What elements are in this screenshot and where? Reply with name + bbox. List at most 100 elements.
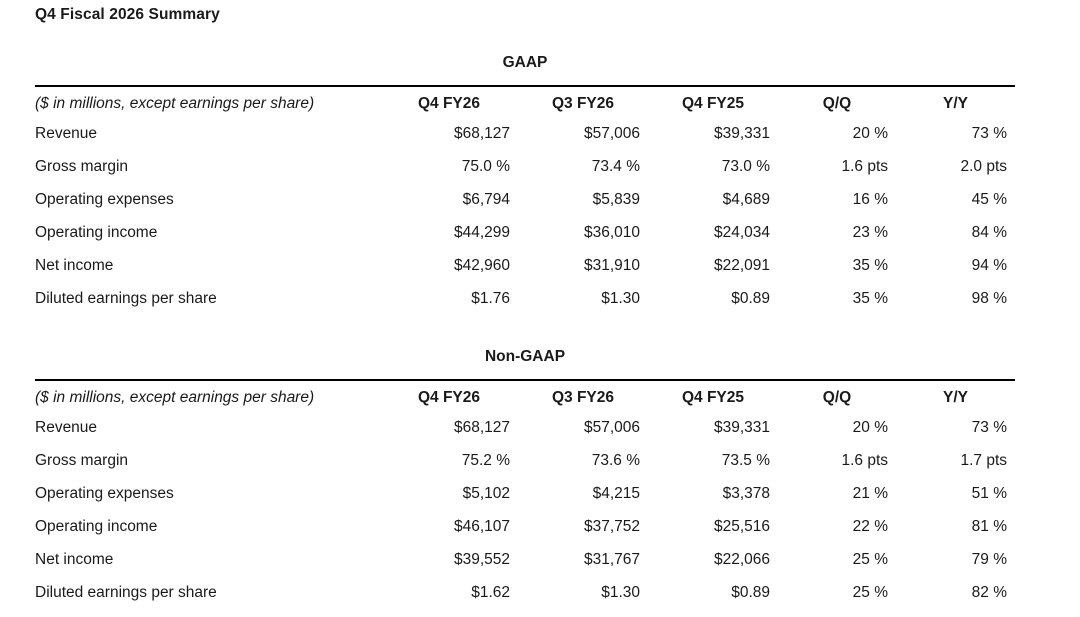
value-q4-fy25: $22,066: [713, 551, 770, 568]
non-gaap-header-row: ($ in millions, except earnings per shar…: [35, 380, 1015, 411]
column-header-qq: Q/Q: [822, 389, 852, 406]
value-q4-fy26: $39,552: [453, 551, 510, 568]
column-header-q4-fy25: Q4 FY25: [681, 95, 745, 112]
non-gaap-table: ($ in millions, except earnings per shar…: [35, 379, 1015, 609]
value-q3-fy26: $4,215: [592, 485, 640, 502]
non-gaap-section: Non-GAAP ($ in millions, except earnings…: [35, 348, 1015, 609]
metric-label: Diluted earnings per share: [35, 584, 217, 601]
gaap-header-row: ($ in millions, except earnings per shar…: [35, 86, 1015, 117]
value-q4-fy25: 73.5 %: [721, 452, 770, 469]
value-q4-fy26: $1.76: [471, 290, 510, 307]
value-qq-change: 20 %: [852, 419, 888, 436]
value-q3-fy26: 73.4 %: [591, 158, 640, 175]
value-yy-change: 51 %: [971, 485, 1007, 502]
value-q3-fy26: $1.30: [601, 584, 640, 601]
gaap-table-caption: GAAP: [502, 54, 548, 71]
table-row: Operating income $44,299 $36,010 $24,034…: [35, 216, 1015, 249]
table-row: Diluted earnings per share $1.76 $1.30 $…: [35, 282, 1015, 315]
table-row: Net income $39,552 $31,767 $22,066 25 % …: [35, 543, 1015, 576]
metric-label: Net income: [35, 551, 114, 568]
gaap-table: ($ in millions, except earnings per shar…: [35, 85, 1015, 315]
value-q3-fy26: 73.6 %: [591, 452, 640, 469]
table-row: Operating income $46,107 $37,752 $25,516…: [35, 510, 1015, 543]
table-row: Revenue $68,127 $57,006 $39,331 20 % 73 …: [35, 117, 1015, 150]
metric-label: Operating expenses: [35, 191, 174, 208]
value-qq-change: 25 %: [852, 551, 888, 568]
value-q4-fy26: $44,299: [453, 224, 510, 241]
value-yy-change: 1.7 pts: [960, 452, 1007, 469]
table-row: Revenue $68,127 $57,006 $39,331 20 % 73 …: [35, 411, 1015, 444]
metric-label: Gross margin: [35, 452, 129, 469]
column-header-qq: Q/Q: [822, 95, 852, 112]
value-yy-change: 73 %: [971, 419, 1007, 436]
table-row: Gross margin 75.2 % 73.6 % 73.5 % 1.6 pt…: [35, 444, 1015, 477]
value-qq-change: 25 %: [852, 584, 888, 601]
value-yy-change: 73 %: [971, 125, 1007, 142]
metric-label: Net income: [35, 257, 114, 274]
value-qq-change: 35 %: [852, 290, 888, 307]
value-q4-fy26: $46,107: [453, 518, 510, 535]
non-gaap-table-caption: Non-GAAP: [484, 348, 566, 365]
column-header-q4-fy25: Q4 FY25: [681, 389, 745, 406]
column-header-yy: Y/Y: [943, 389, 968, 406]
value-q4-fy25: $4,689: [722, 191, 770, 208]
value-q4-fy25: 73.0 %: [721, 158, 770, 175]
column-header-q4-fy26: Q4 FY26: [417, 95, 481, 112]
value-qq-change: 1.6 pts: [841, 452, 888, 469]
value-q3-fy26: $31,910: [583, 257, 640, 274]
unit-note: ($ in millions, except earnings per shar…: [35, 95, 315, 112]
value-q3-fy26: $36,010: [583, 224, 640, 241]
value-qq-change: 1.6 pts: [841, 158, 888, 175]
value-q4-fy26: $5,102: [462, 485, 510, 502]
value-q4-fy26: $68,127: [453, 125, 510, 142]
value-qq-change: 35 %: [852, 257, 888, 274]
value-yy-change: 98 %: [971, 290, 1007, 307]
gaap-section: GAAP ($ in millions, except earnings per…: [35, 54, 1015, 315]
value-qq-change: 21 %: [852, 485, 888, 502]
table-row: Operating expenses $6,794 $5,839 $4,689 …: [35, 183, 1015, 216]
metric-label: Operating income: [35, 518, 158, 535]
unit-note: ($ in millions, except earnings per shar…: [35, 389, 315, 406]
column-header-q3-fy26: Q3 FY26: [551, 389, 615, 406]
value-q4-fy25: $39,331: [713, 125, 770, 142]
column-header-yy: Y/Y: [943, 95, 968, 112]
value-yy-change: 79 %: [971, 551, 1007, 568]
value-qq-change: 16 %: [852, 191, 888, 208]
metric-label: Diluted earnings per share: [35, 290, 217, 307]
metric-label: Operating income: [35, 224, 158, 241]
value-q4-fy25: $25,516: [713, 518, 770, 535]
value-q4-fy26: $6,794: [462, 191, 510, 208]
value-q3-fy26: $57,006: [583, 419, 640, 436]
metric-label: Operating expenses: [35, 485, 174, 502]
value-q3-fy26: $5,839: [592, 191, 640, 208]
column-header-q3-fy26: Q3 FY26: [551, 95, 615, 112]
table-row: Operating expenses $5,102 $4,215 $3,378 …: [35, 477, 1015, 510]
value-q4-fy26: 75.2 %: [461, 452, 510, 469]
value-yy-change: 81 %: [971, 518, 1007, 535]
value-q3-fy26: $1.30: [601, 290, 640, 307]
value-q4-fy25: $24,034: [713, 224, 770, 241]
value-qq-change: 23 %: [852, 224, 888, 241]
value-q4-fy25: $0.89: [731, 290, 770, 307]
value-q4-fy26: $1.62: [471, 584, 510, 601]
value-yy-change: 2.0 pts: [960, 158, 1007, 175]
metric-label: Revenue: [35, 419, 98, 436]
value-qq-change: 22 %: [852, 518, 888, 535]
value-q4-fy26: 75.0 %: [461, 158, 510, 175]
column-header-q4-fy26: Q4 FY26: [417, 389, 481, 406]
value-yy-change: 84 %: [971, 224, 1007, 241]
metric-label: Revenue: [35, 125, 98, 142]
value-q4-fy26: $42,960: [453, 257, 510, 274]
value-yy-change: 45 %: [971, 191, 1007, 208]
value-q4-fy25: $22,091: [713, 257, 770, 274]
value-q4-fy25: $0.89: [731, 584, 770, 601]
value-q4-fy26: $68,127: [453, 419, 510, 436]
value-qq-change: 20 %: [852, 125, 888, 142]
table-row: Net income $42,960 $31,910 $22,091 35 % …: [35, 249, 1015, 282]
table-row: Gross margin 75.0 % 73.4 % 73.0 % 1.6 pt…: [35, 150, 1015, 183]
value-yy-change: 82 %: [971, 584, 1007, 601]
value-q3-fy26: $37,752: [583, 518, 640, 535]
table-row: Diluted earnings per share $1.62 $1.30 $…: [35, 576, 1015, 609]
value-q3-fy26: $57,006: [583, 125, 640, 142]
